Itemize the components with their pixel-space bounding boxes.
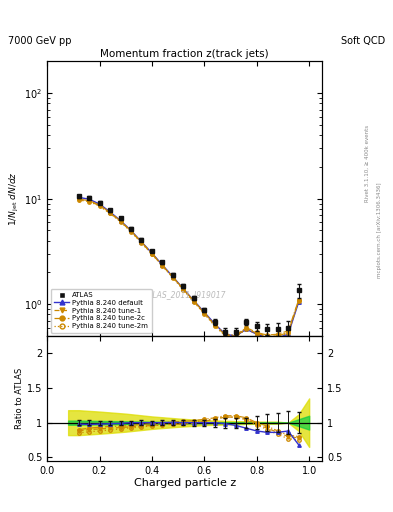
Text: mcplots.cern.ch [arXiv:1306.3436]: mcplots.cern.ch [arXiv:1306.3436]: [377, 183, 382, 278]
Text: ATLAS_2011_I919017: ATLAS_2011_I919017: [143, 290, 226, 300]
Y-axis label: Ratio to ATLAS: Ratio to ATLAS: [15, 368, 24, 429]
Legend: ATLAS, Pythia 8.240 default, Pythia 8.240 tune-1, Pythia 8.240 tune-2c, Pythia 8: ATLAS, Pythia 8.240 default, Pythia 8.24…: [51, 289, 152, 332]
X-axis label: Charged particle z: Charged particle z: [134, 478, 236, 488]
Y-axis label: $1/N_\mathrm{jet}\ dN/dz$: $1/N_\mathrm{jet}\ dN/dz$: [8, 172, 21, 226]
Title: Momentum fraction z(track jets): Momentum fraction z(track jets): [100, 49, 269, 59]
Text: Soft QCD: Soft QCD: [341, 36, 385, 46]
Text: Rivet 3.1.10, ≥ 400k events: Rivet 3.1.10, ≥ 400k events: [365, 125, 370, 202]
Text: 7000 GeV pp: 7000 GeV pp: [8, 36, 72, 46]
